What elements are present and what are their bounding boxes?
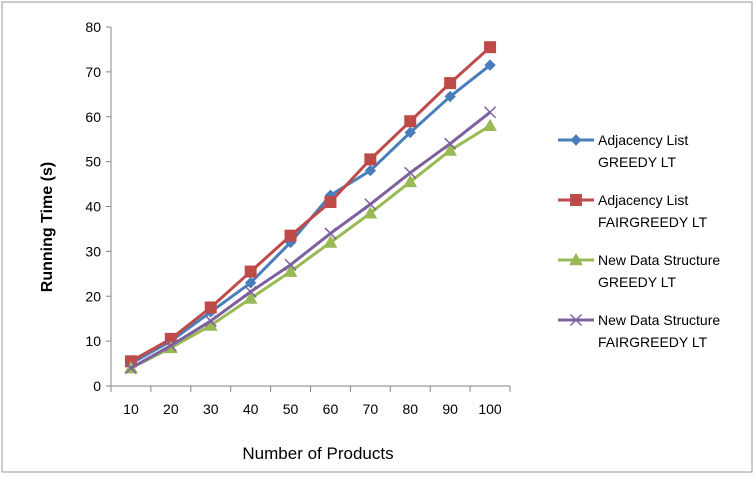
- x-marker-stroke: [484, 106, 497, 119]
- series-line: [130, 111, 491, 370]
- series-line: [130, 124, 491, 370]
- data-point: [484, 41, 497, 54]
- y-tick-label: 80: [85, 19, 101, 35]
- data-point: [204, 301, 217, 314]
- legend-label: FAIRGREEDY LT: [598, 214, 708, 230]
- x-marker-stroke: [244, 285, 257, 298]
- y-tick-label: 40: [85, 199, 101, 215]
- data-point: [324, 196, 337, 209]
- legend-entry-1: Adjacency List GREEDY LT: [558, 132, 688, 170]
- data-point: [570, 134, 582, 146]
- x-tick-label: 70: [363, 401, 379, 417]
- y-tick-label: 30: [85, 243, 101, 259]
- x-tick-label: 80: [402, 401, 418, 417]
- x-marker-stroke: [364, 198, 377, 211]
- data-point: [404, 115, 417, 128]
- x-marker-stroke: [444, 137, 457, 150]
- data-point: [244, 265, 257, 278]
- data-point: [324, 227, 337, 240]
- x-tick-label: 90: [442, 401, 458, 417]
- y-tick-label: 10: [85, 333, 101, 349]
- x-tick-label: 20: [163, 401, 179, 417]
- x-tick-label: 50: [283, 401, 299, 417]
- data-point: [444, 90, 456, 103]
- series-group: [124, 41, 497, 375]
- data-point: [283, 264, 298, 277]
- y-axis-label: Running Time (s): [39, 162, 56, 292]
- x-tick-label: 40: [243, 401, 259, 417]
- data-point: [569, 252, 583, 266]
- legend: Adjacency List GREEDY LT Adjacency List FAI…: [558, 132, 720, 350]
- data-point: [364, 153, 377, 166]
- x-marker-stroke: [404, 166, 417, 179]
- data-point: [243, 291, 258, 304]
- data-point: [444, 77, 457, 90]
- data-point: [364, 198, 377, 211]
- data-point: [124, 362, 137, 375]
- series-4: [124, 106, 497, 375]
- axes: 0 10 20 30 40 50 60 70 80 10 20 30 40 50 60 70 80 90 100: [85, 19, 511, 417]
- x-tick-label: 10: [123, 401, 139, 417]
- y-tick-label: 70: [85, 64, 101, 80]
- x-axis-label: Number of Products: [242, 444, 393, 463]
- y-tick-label: 20: [85, 288, 101, 304]
- y-tick-label: 50: [85, 154, 101, 170]
- x-marker-stroke: [204, 314, 217, 327]
- data-point: [164, 339, 177, 352]
- legend-entry-3: New Data Structure GREEDY LT: [558, 252, 720, 290]
- data-point: [484, 59, 496, 71]
- data-point: [404, 126, 416, 139]
- data-point: [323, 235, 338, 248]
- x-tick-label: 100: [478, 401, 502, 417]
- x-marker-stroke: [124, 362, 137, 375]
- x-marker-stroke: [569, 313, 583, 327]
- data-point: [569, 313, 583, 327]
- legend-label: New Data Structure: [598, 252, 720, 268]
- x-marker-stroke: [164, 339, 177, 352]
- data-point: [403, 174, 418, 188]
- legend-label: New Data Structure: [598, 312, 720, 328]
- chart-border: [1, 1, 753, 473]
- legend-label: FAIRGREEDY LT: [598, 334, 708, 350]
- data-point: [483, 118, 497, 132]
- y-tick-label: 0: [93, 378, 101, 394]
- legend-label: GREEDY LT: [598, 154, 677, 170]
- legend-entry-2: Adjacency List FAIRGREEDY LT: [558, 192, 708, 230]
- data-point: [363, 206, 378, 219]
- data-point: [570, 194, 582, 206]
- data-point: [404, 166, 417, 179]
- x-marker-stroke: [324, 227, 337, 240]
- legend-label: GREEDY LT: [598, 274, 677, 290]
- x-marker-stroke: [284, 258, 297, 271]
- legend-label: Adjacency List: [598, 132, 688, 148]
- x-tick-label: 60: [323, 401, 339, 417]
- data-point: [244, 285, 257, 298]
- data-point: [284, 258, 297, 271]
- series-line: [130, 46, 492, 363]
- legend-label: Adjacency List: [598, 192, 688, 208]
- data-point: [444, 137, 457, 150]
- data-point: [443, 143, 457, 156]
- data-point: [364, 164, 377, 177]
- data-point: [204, 314, 217, 327]
- x-tick-label: 30: [203, 401, 219, 417]
- data-point: [284, 229, 297, 242]
- data-point: [244, 277, 257, 289]
- y-tick-label: 60: [85, 109, 101, 125]
- legend-entry-4: New Data Structure FAIRGREEDY LT: [558, 312, 720, 350]
- data-point: [484, 106, 497, 119]
